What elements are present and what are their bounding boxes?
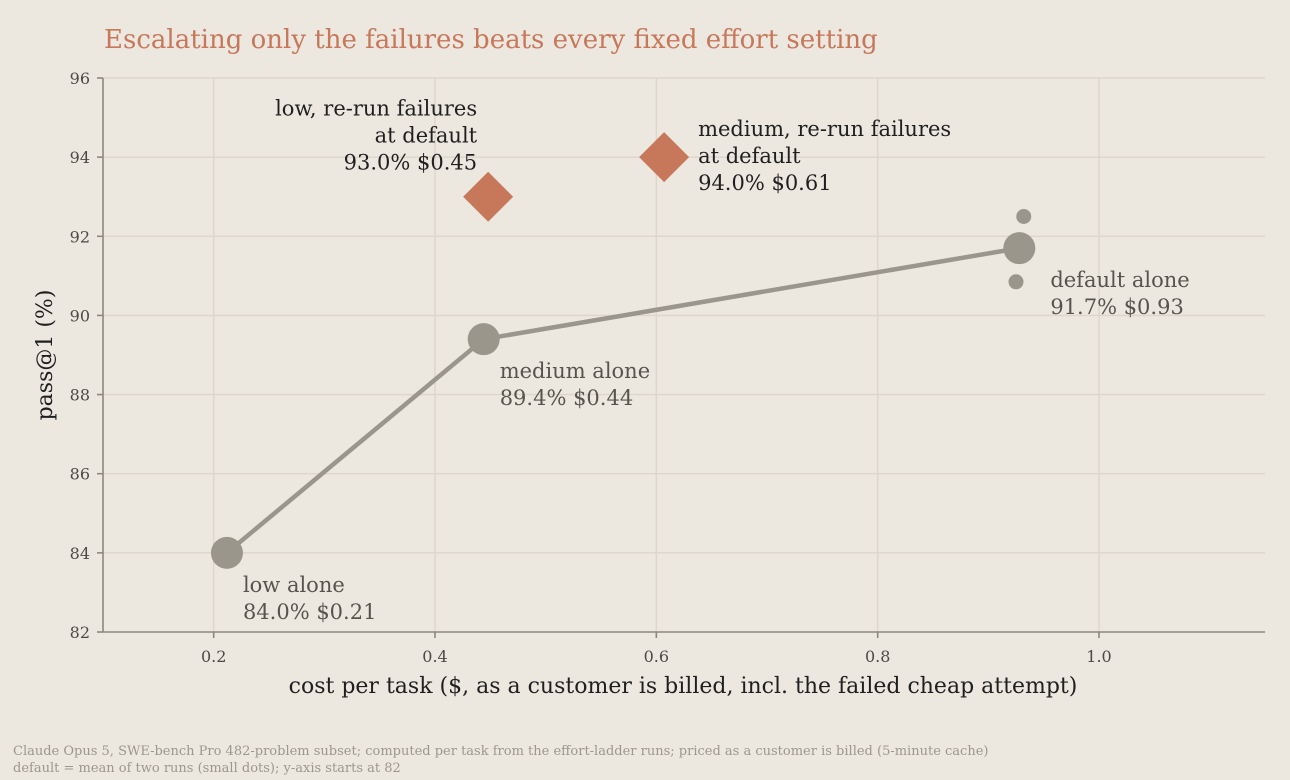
y-tick-label: 92 <box>70 227 90 246</box>
point-label: 94.0% $0.61 <box>698 171 832 195</box>
point-label: low, re-run failures <box>275 97 477 121</box>
y-tick-label: 84 <box>70 544 90 563</box>
y-axis-label: pass@1 (%) <box>33 290 58 421</box>
point-escalation <box>639 132 690 183</box>
point-fixed-effort <box>467 323 500 356</box>
y-tick-label: 96 <box>70 69 90 88</box>
x-tick-label: 1.0 <box>1086 647 1111 666</box>
point-default-run <box>1016 209 1032 224</box>
point-fixed-effort <box>210 536 243 569</box>
y-tick-label: 86 <box>70 465 90 484</box>
y-tick-label: 88 <box>70 386 90 405</box>
point-label: 93.0% $0.45 <box>344 151 478 175</box>
point-fixed-effort <box>1003 232 1036 265</box>
point-label: medium alone <box>500 359 650 383</box>
point-annotations: low alone 84.0% $0.21 medium alone 89.4% $0… <box>243 97 1190 624</box>
x-axis-label: cost per task ($, as a customer is bille… <box>289 674 1078 699</box>
footnote-line-2: default = mean of two runs (small dots);… <box>13 761 401 776</box>
point-label: 89.4% $0.44 <box>500 386 634 410</box>
footnote-line-1: Claude Opus 5, SWE-bench Pro 482-problem… <box>13 744 988 759</box>
y-tick-label: 94 <box>70 148 90 167</box>
axes <box>97 77 1265 638</box>
point-default-run <box>1008 274 1024 290</box>
x-tick-label: 0.2 <box>201 647 226 666</box>
x-tick-label: 0.4 <box>422 647 447 666</box>
data-points <box>210 132 1036 569</box>
x-tick-label: 0.6 <box>644 647 669 666</box>
point-escalation <box>463 171 514 222</box>
point-label: at default <box>698 144 801 168</box>
chart-title: Escalating only the failures beats every… <box>104 25 878 55</box>
y-tick-label: 82 <box>70 623 90 642</box>
y-tick-label: 90 <box>70 306 90 325</box>
point-label: low alone <box>243 573 345 597</box>
x-tick-label: 0.8 <box>865 647 890 666</box>
point-label: 84.0% $0.21 <box>243 600 377 624</box>
point-label: medium, re-run failures <box>698 117 951 141</box>
point-label: default alone <box>1050 268 1189 292</box>
tick-labels: 82 84 86 88 90 92 94 96 0.2 0.4 0.6 0.8 1.0 <box>70 69 1112 666</box>
point-label: at default <box>375 124 478 148</box>
point-label: 91.7% $0.93 <box>1050 295 1184 319</box>
